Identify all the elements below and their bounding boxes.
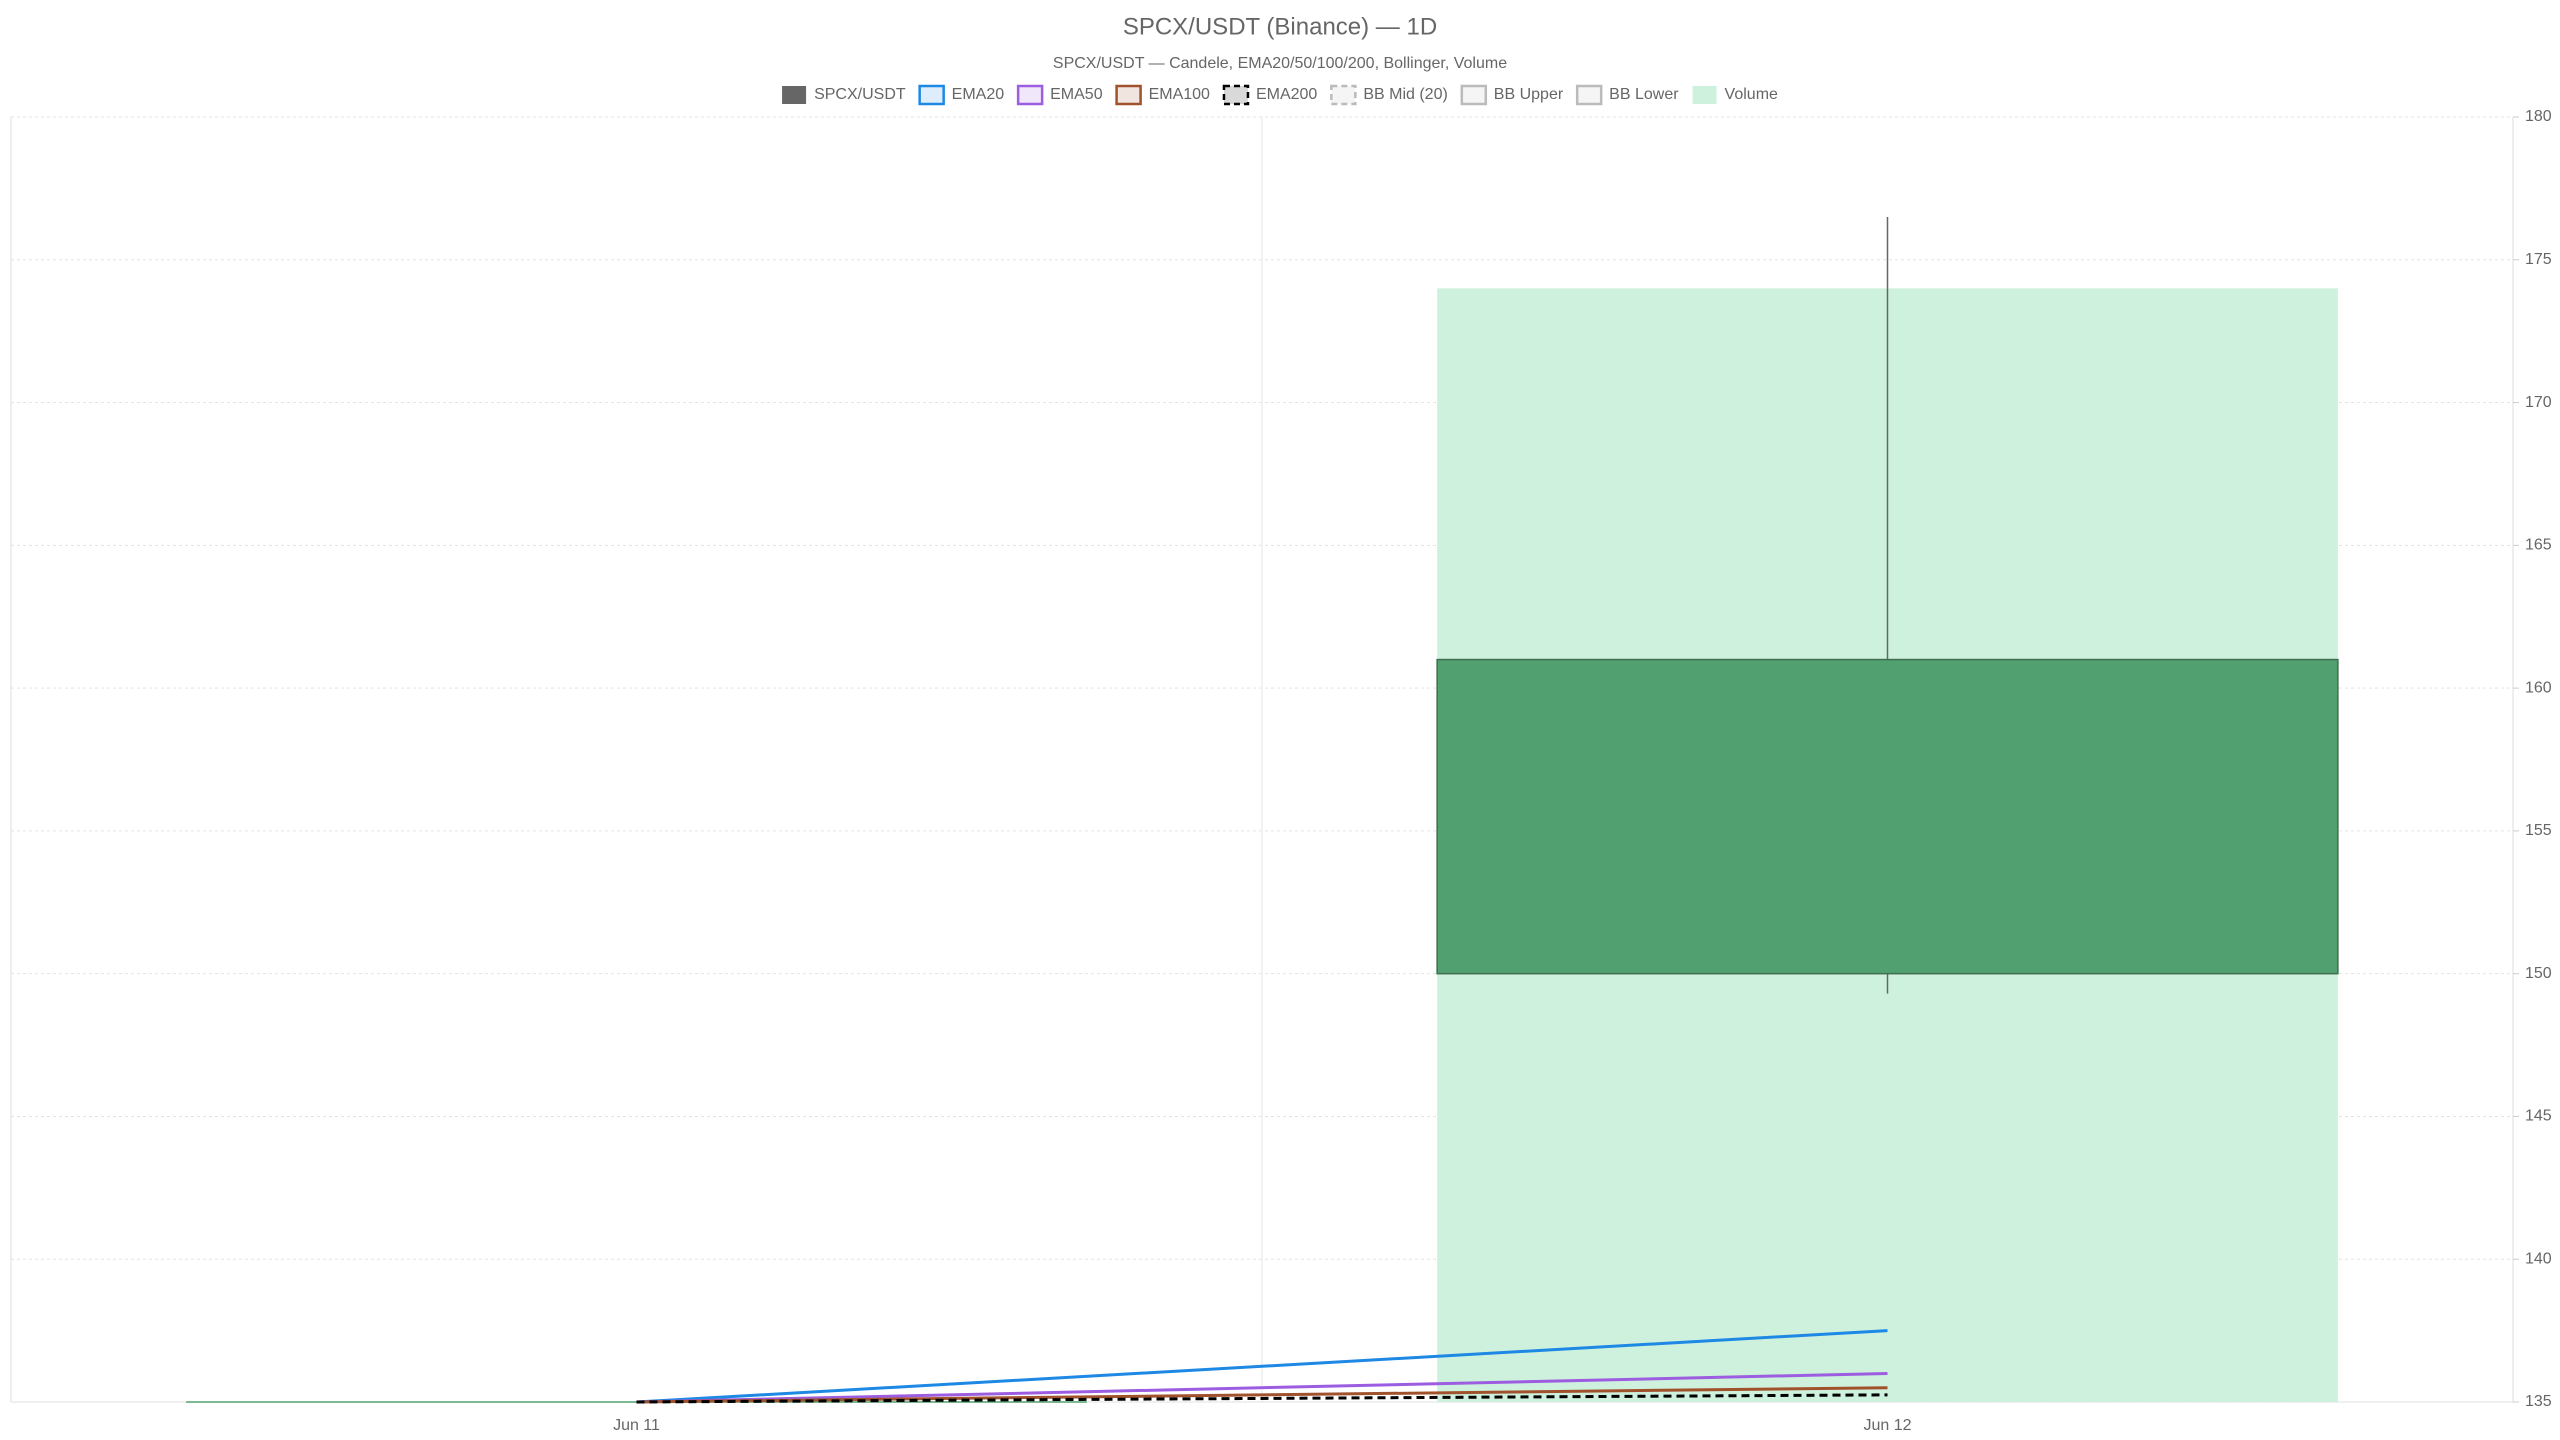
y-tick-label: 160 — [2525, 679, 2552, 696]
legend-label: BB Upper — [1494, 86, 1564, 103]
x-tick-label: Jun 12 — [1863, 1417, 1911, 1434]
y-tick-label: 155 — [2525, 822, 2552, 839]
y-tick-label: 165 — [2525, 537, 2552, 554]
legend-label: EMA200 — [1256, 86, 1317, 103]
legend-swatch — [1016, 84, 1044, 106]
legend-swatch — [1575, 84, 1603, 106]
y-tick-label: 140 — [2525, 1250, 2552, 1267]
line-series — [636, 1329, 1888, 1404]
legend-label: BB Lower — [1609, 86, 1679, 103]
y-tick-label: 135 — [2525, 1393, 2552, 1410]
legend-label: EMA50 — [1050, 86, 1103, 103]
legend: SPCX/USDT EMA20 EMA50 EMA100 EMA200 BB Mid (2… — [782, 84, 1778, 106]
y-tick-label: 145 — [2525, 1108, 2552, 1125]
y-tick-label: 170 — [2525, 394, 2552, 411]
candle-body — [1436, 658, 2339, 975]
legend-label: SPCX/USDT — [814, 86, 906, 103]
y-tick-label: 180 — [2525, 108, 2552, 125]
legend-label: EMA100 — [1149, 86, 1210, 103]
legend-swatch — [1330, 84, 1357, 106]
legend-swatch — [1692, 86, 1717, 104]
line-series — [636, 1371, 1888, 1404]
legend-swatch — [782, 86, 807, 104]
line-series — [636, 1393, 1888, 1404]
legend-label: EMA20 — [952, 86, 1005, 103]
legend-swatch — [918, 84, 945, 106]
chart-subtitle: SPCX/USDT — Candele, EMA20/50/100/200, B… — [1053, 55, 1507, 72]
y-tick-label: 150 — [2525, 965, 2552, 982]
chart-title: SPCX/USDT (Binance) — 1D — [1123, 13, 1437, 40]
y-tick-label: 175 — [2525, 251, 2552, 268]
legend-swatch — [1115, 84, 1142, 106]
x-tick-label: Jun 11 — [613, 1417, 660, 1434]
legend-label: BB Mid (20) — [1363, 86, 1447, 103]
legend-swatch — [1222, 84, 1250, 106]
legend-swatch — [1460, 84, 1488, 106]
legend-label: Volume — [1725, 86, 1778, 103]
